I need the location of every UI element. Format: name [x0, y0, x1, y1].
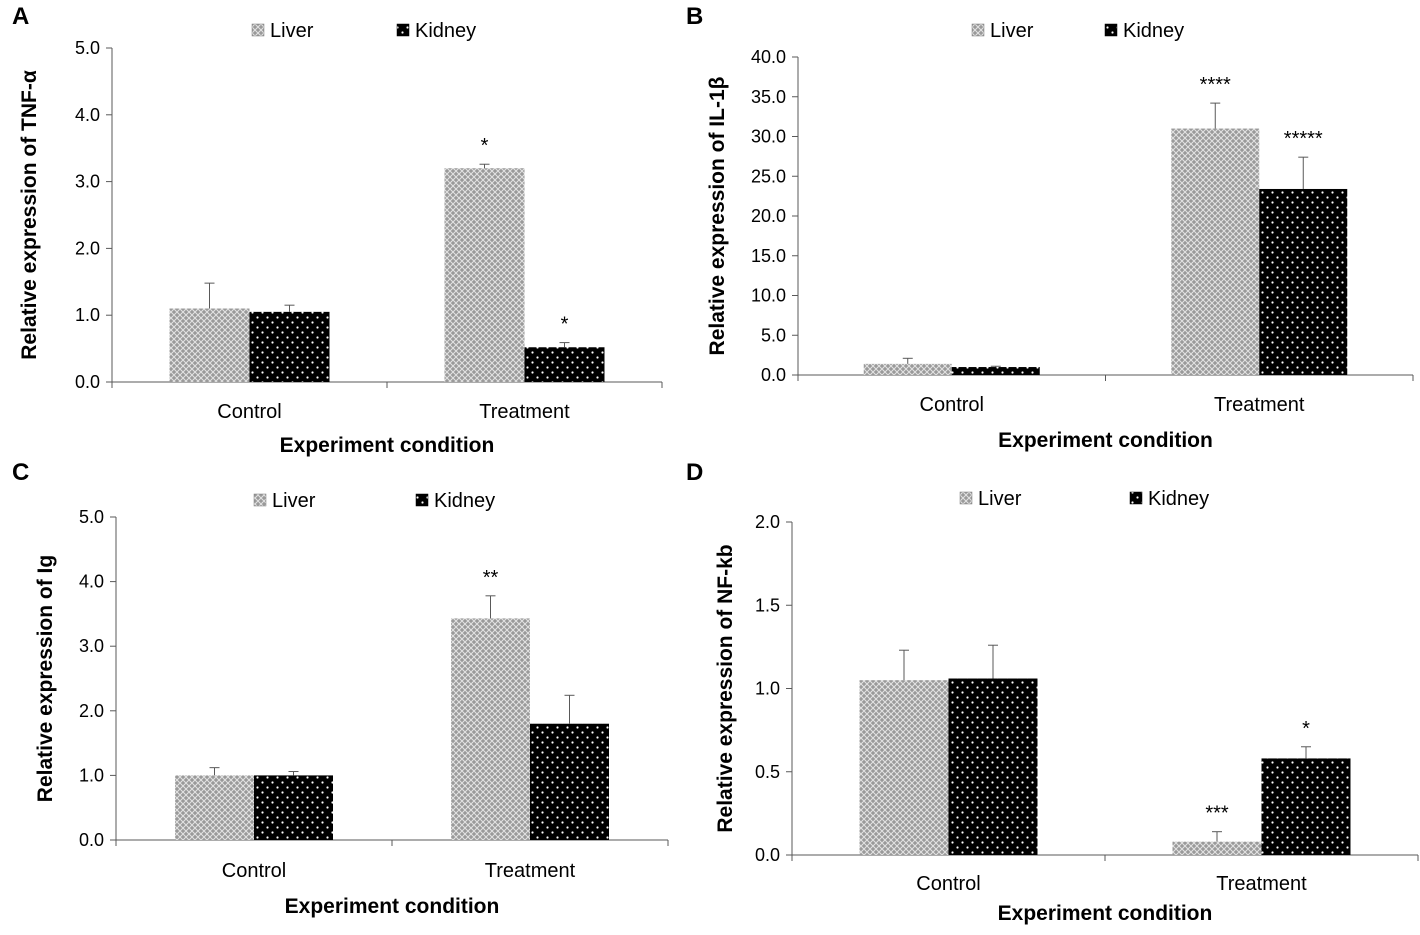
y-axis-label: Relative expression of NF-kb	[714, 544, 737, 832]
y-tick-label: 20.0	[751, 206, 786, 226]
y-tick-label: 2.0	[79, 701, 104, 721]
chart-panel-a: A Liver Kidney 0.0 1.0 2.0 3.0 4.0 5.0 Control * * T…	[12, 3, 663, 457]
x-tick-label: Control	[916, 873, 980, 895]
y-tick-label: 4.0	[79, 572, 104, 592]
y-tick-label: 3.0	[75, 172, 100, 192]
legend-label-liver: Liver	[990, 20, 1034, 42]
y-axis-label: Relative expression of Ig	[34, 555, 57, 802]
panel-label: D	[686, 459, 703, 486]
legend-swatch-kidney	[415, 493, 429, 507]
bar-kidney-control	[948, 678, 1038, 855]
x-tick-label: Control	[920, 394, 984, 416]
y-tick-label: 25.0	[751, 166, 786, 186]
legend-label-kidney: Kidney	[415, 20, 476, 42]
x-axis-label: Experiment condition	[280, 434, 495, 457]
legend-label-liver: Liver	[978, 488, 1022, 510]
bar-liver-control	[859, 680, 949, 855]
legend-swatch-kidney	[396, 23, 410, 37]
significance-label: *****	[1284, 128, 1323, 150]
x-tick-label: Treatment	[479, 401, 570, 423]
y-tick-label: 1.0	[755, 679, 780, 699]
bar-liver-control	[863, 363, 952, 375]
legend-label-kidney: Kidney	[1148, 488, 1209, 510]
legend-label-liver: Liver	[270, 20, 314, 42]
chart-panel-b: B Liver Kidney 0.0 5.0 10.0 15.0 20.0 25.0 30.0 35…	[686, 3, 1414, 452]
legend-swatch-liver	[971, 23, 985, 37]
y-axis-label: Relative expression of IL-1β	[706, 76, 729, 355]
y-tick-label: 0.0	[755, 845, 780, 865]
bar-kidney-control	[254, 775, 333, 840]
bar-liver-treatment	[451, 618, 530, 840]
legend-swatch-liver	[253, 493, 267, 507]
bar-liver-treatment	[1172, 841, 1262, 855]
legend-swatch-liver	[251, 23, 265, 37]
bar-kidney-treatment	[530, 723, 609, 840]
legend-label-kidney: Kidney	[1123, 20, 1184, 42]
y-axis-label: Relative expression of TNF-α	[18, 70, 41, 360]
y-tick-label: 0.5	[755, 762, 780, 782]
legend-swatch-kidney	[1129, 491, 1143, 505]
bar-liver-control	[169, 308, 250, 382]
x-axis-label: Experiment condition	[998, 902, 1213, 925]
bar-kidney-control	[951, 367, 1040, 375]
x-axis-label: Experiment condition	[285, 895, 500, 918]
bar-liver-treatment	[1171, 128, 1260, 375]
panel-label: A	[12, 3, 29, 30]
legend-swatch-kidney	[1104, 23, 1118, 37]
chart-panel-c: C Liver Kidney 0.0 1.0 2.0 3.0 4.0 5.0 Control ** T…	[12, 459, 669, 918]
y-tick-label: 2.0	[755, 512, 780, 532]
significance-label: ***	[1205, 803, 1229, 825]
bar-kidney-treatment	[524, 347, 605, 382]
y-tick-label: 30.0	[751, 127, 786, 147]
legend: Liver Kidney	[251, 20, 476, 42]
legend-swatch-liver	[959, 491, 973, 505]
legend-label-kidney: Kidney	[434, 490, 495, 512]
x-tick-label: Treatment	[1216, 873, 1307, 895]
y-tick-label: 4.0	[75, 105, 100, 125]
panel-label: C	[12, 459, 29, 486]
legend-label-liver: Liver	[272, 490, 316, 512]
significance-label: *	[481, 135, 489, 157]
x-tick-label: Control	[222, 860, 286, 882]
bar-liver-treatment	[444, 168, 525, 382]
y-tick-label: 40.0	[751, 47, 786, 67]
y-tick-label: 15.0	[751, 246, 786, 266]
significance-label: **	[483, 567, 499, 589]
bar-liver-control	[175, 775, 254, 840]
x-axis-label: Experiment condition	[998, 429, 1213, 452]
y-tick-label: 5.0	[75, 38, 100, 58]
bar-kidney-treatment	[1259, 188, 1348, 375]
panel-label: B	[686, 3, 703, 30]
legend: Liver Kidney	[253, 490, 495, 512]
y-tick-label: 5.0	[761, 325, 786, 345]
y-tick-label: 3.0	[79, 636, 104, 656]
x-tick-label: Treatment	[1214, 394, 1305, 416]
legend: Liver Kidney	[959, 488, 1209, 510]
y-tick-label: 0.0	[761, 365, 786, 385]
y-tick-label: 1.5	[755, 595, 780, 615]
legend: Liver Kidney	[971, 20, 1184, 42]
significance-label: ****	[1200, 74, 1231, 96]
bar-kidney-control	[249, 311, 330, 382]
significance-label: *	[561, 314, 569, 336]
y-tick-label: 0.0	[79, 830, 104, 850]
x-tick-label: Control	[217, 401, 281, 423]
y-tick-label: 1.0	[79, 765, 104, 785]
significance-label: *	[1302, 718, 1310, 740]
y-tick-label: 35.0	[751, 87, 786, 107]
y-tick-label: 5.0	[79, 507, 104, 527]
bar-kidney-treatment	[1261, 758, 1351, 855]
y-tick-label: 0.0	[75, 372, 100, 392]
y-tick-label: 1.0	[75, 305, 100, 325]
y-tick-label: 10.0	[751, 286, 786, 306]
y-tick-label: 2.0	[75, 238, 100, 258]
x-tick-label: Treatment	[485, 860, 576, 882]
